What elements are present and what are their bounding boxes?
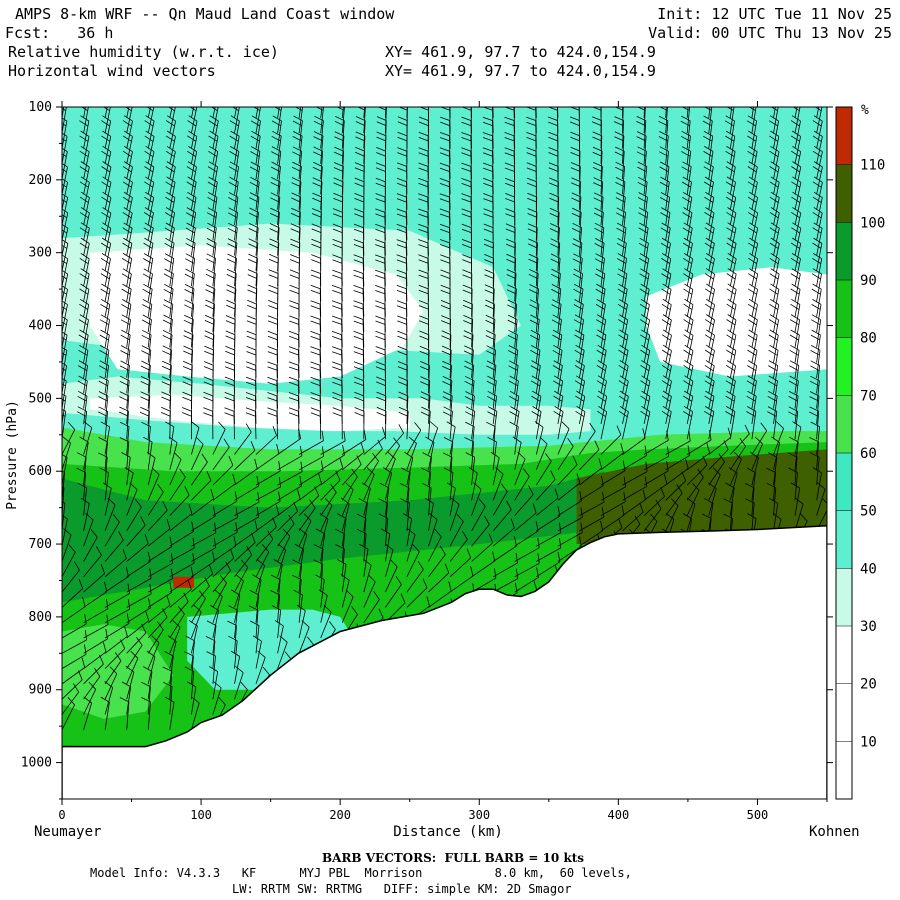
y-tick-label: 600 <box>29 464 52 479</box>
colorbar-swatch <box>836 165 852 223</box>
y-tick-label: 1000 <box>21 756 52 771</box>
colorbar-swatch <box>836 222 852 280</box>
colorbar-swatch <box>836 453 852 511</box>
y-tick-label: 400 <box>29 319 52 334</box>
colorbar-unit: % <box>861 103 869 118</box>
colorbar-swatch <box>836 395 852 453</box>
colorbar-label: 80 <box>860 331 877 347</box>
y-axis-label: Pressure (hPa) <box>5 400 20 510</box>
y-tick-label: 900 <box>29 683 52 698</box>
y-tick-label: 100 <box>29 100 52 115</box>
y-tick-label: 200 <box>29 173 52 188</box>
x-start-label: Neumayer <box>34 824 101 840</box>
colorbar-swatch <box>836 741 852 799</box>
x-axis-label: Distance (km) <box>393 824 503 840</box>
y-tick-label: 700 <box>29 537 52 552</box>
colorbar-label: 70 <box>860 388 877 404</box>
y-tick-label: 300 <box>29 246 52 261</box>
colorbar-label: 90 <box>860 273 877 289</box>
y-tick-label: 800 <box>29 610 52 625</box>
cross-section-chart: 100 200 300 400 500 600 700 800 900 1000 0 100 200 3… <box>0 0 900 900</box>
colorbar-swatch <box>836 568 852 626</box>
colorbar-label: 100 <box>860 215 885 231</box>
colorbar-label: 110 <box>860 158 885 174</box>
colorbar-label: 20 <box>860 677 877 693</box>
colorbar-label: 40 <box>860 561 877 577</box>
plot-area <box>55 85 841 804</box>
x-tick-label: 400 <box>608 808 630 822</box>
colorbar: 10 20 30 40 50 60 70 80 90 100 110 <box>836 107 885 799</box>
x-tick-label: 0 <box>58 808 65 822</box>
colorbar-label: 50 <box>860 504 877 520</box>
colorbar-swatch <box>836 511 852 569</box>
x-tick-label: 300 <box>468 808 490 822</box>
x-tick-label: 500 <box>747 808 769 822</box>
colorbar-label: 30 <box>860 619 877 635</box>
x-tick-label: 100 <box>190 808 212 822</box>
colorbar-swatch <box>836 626 852 684</box>
colorbar-label: 10 <box>860 734 877 750</box>
x-end-label: Kohnen <box>809 824 860 840</box>
model-info: Model Info: V4.3.3 KF MYJ PBL Morrison 8… <box>90 866 632 880</box>
model-info-2: LW: RRTM SW: RRTMG DIFF: simple KM: 2D S… <box>232 882 572 896</box>
colorbar-swatch <box>836 684 852 742</box>
x-tick-label: 200 <box>329 808 351 822</box>
colorbar-swatch <box>836 338 852 396</box>
y-tick-label: 500 <box>29 391 52 406</box>
colorbar-swatch <box>836 280 852 338</box>
colorbar-label: 60 <box>860 446 877 462</box>
colorbar-swatch <box>836 107 852 165</box>
barb-note: BARB VECTORS: FULL BARB = 10 kts <box>322 851 584 865</box>
